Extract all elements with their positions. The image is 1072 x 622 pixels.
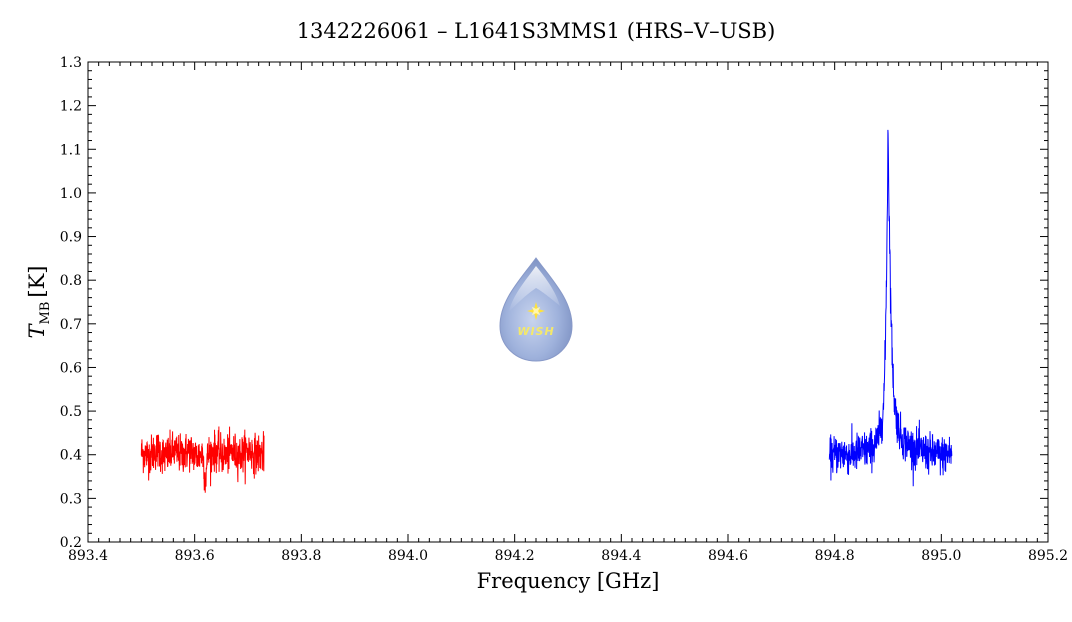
plot-frame (87, 61, 1049, 543)
x-tick-label: 893.6 (175, 548, 215, 564)
wish-logo-shine (509, 266, 560, 312)
wish-logo-text: WISH (517, 325, 554, 338)
y-axis-label: TMB [K] (25, 266, 53, 339)
spectrum-series-2 (828, 129, 953, 487)
y-tick-label: 1.1 (60, 142, 82, 158)
y-tick-label: 0.5 (60, 404, 82, 420)
x-axis-label: Frequency [GHz] (477, 569, 660, 593)
x-tick-label: 894.2 (495, 548, 535, 564)
y-axis-label-symbol: T (25, 322, 49, 338)
x-tick-label: 894.8 (815, 548, 855, 564)
y-axis-label-unit: [K] (25, 266, 49, 298)
x-tick-label: 895.2 (1028, 548, 1068, 564)
y-tick-label: 1.0 (60, 186, 82, 202)
x-tick-label: 895.0 (921, 548, 961, 564)
y-tick-label: 0.8 (60, 273, 82, 289)
y-tick-label: 0.2 (60, 535, 82, 551)
y-tick-label: 0.3 (60, 491, 82, 507)
x-tick-label: 894.6 (708, 548, 748, 564)
y-axis-ticks: 0.2 0.3 0.4 0.5 0.6 0.7 0.8 0.9 1.0 1.1 1.2 1.3 (60, 55, 1048, 551)
wish-logo: WISH (499, 257, 573, 362)
y-tick-label: 0.7 (60, 317, 82, 333)
y-tick-label: 1.2 (60, 99, 82, 115)
series-layer (140, 129, 953, 493)
x-tick-label: 893.4 (68, 548, 108, 564)
y-tick-label: 1.3 (60, 55, 82, 71)
x-axis-ticks: 893.4 893.6 893.8 894.0 894.2 894.4 894.6 894.8… (68, 62, 1068, 564)
x-tick-label: 894.4 (601, 548, 641, 564)
spectrum-series-1 (140, 426, 265, 493)
x-tick-label: 894.0 (388, 548, 428, 564)
y-tick-label: 0.4 (60, 448, 82, 464)
star-icon (527, 302, 545, 320)
x-tick-label: 893.8 (281, 548, 321, 564)
chart-title: 1342226061 – L1641S3MMS1 (HRS–V–USB) (297, 19, 776, 43)
y-axis-label-subscript: MB (38, 302, 53, 325)
y-tick-label: 0.9 (60, 230, 82, 246)
y-tick-label: 0.6 (60, 360, 82, 376)
